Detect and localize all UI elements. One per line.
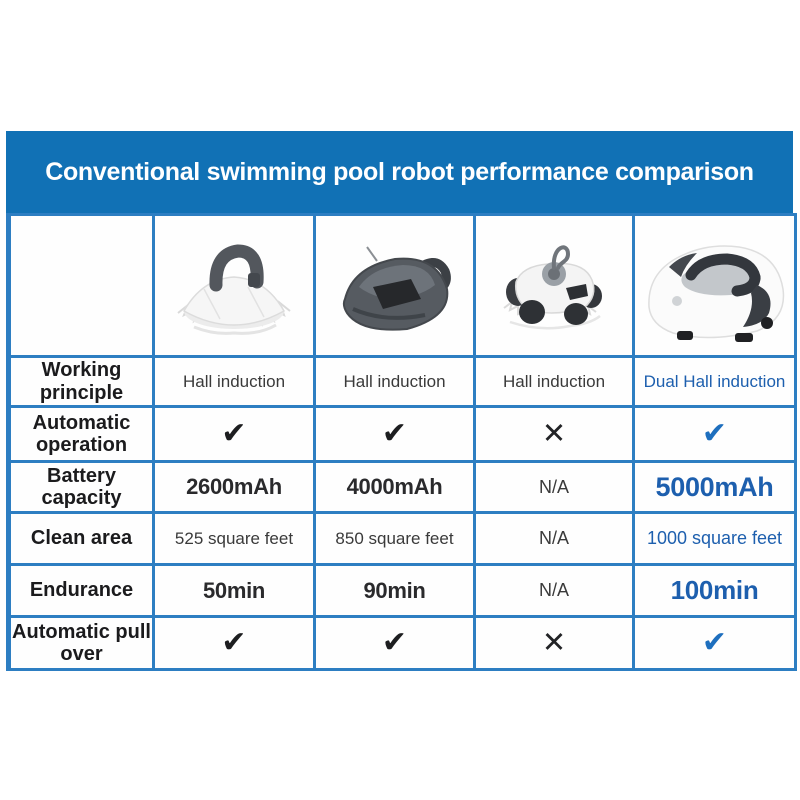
row-label-automatic-operation: Automatic operation	[6, 405, 155, 463]
battery-capacity-product-4: 5000mAh	[632, 460, 797, 514]
check-icon-blue: ✔	[701, 626, 728, 659]
cell-value-highlight: 100min	[670, 575, 759, 605]
product-1-cell	[152, 213, 316, 358]
check-icon: ✔	[221, 417, 247, 450]
battery-capacity-product-1: 2600mAh	[152, 460, 316, 514]
working-principle-row: Working principle Hall induction Hall in…	[6, 355, 797, 408]
working-principle-product-2: Hall induction	[313, 355, 476, 408]
endurance-product-4: 100min	[632, 563, 797, 618]
product-4-cell	[632, 213, 797, 358]
product-2-cell	[313, 213, 476, 358]
row-label-battery-capacity: Battery capacity	[6, 460, 155, 514]
clean-area-product-2: 850 square feet	[313, 511, 476, 566]
automatic-operation-product-1: ✔	[152, 405, 316, 463]
title-banner: Conventional swimming pool robot perform…	[6, 131, 793, 213]
check-icon: ✔	[221, 626, 247, 659]
cell-value: Hall induction	[343, 371, 446, 391]
row-label-clean-area: Clean area	[6, 511, 155, 566]
cell-value: 2600mAh	[186, 474, 282, 499]
automatic-operation-product-3: ✕	[473, 405, 635, 463]
endurance-product-1: 50min	[152, 563, 316, 618]
dark-gray-pool-robot-image	[316, 227, 473, 345]
automatic-operation-product-2: ✔	[313, 405, 476, 463]
battery-capacity-row: Battery capacity 2600mAh 4000mAh N/A 500…	[6, 460, 797, 514]
battery-capacity-product-3: N/A	[473, 460, 635, 514]
check-icon: ✔	[381, 417, 408, 450]
comparison-table: Working principle Hall induction Hall in…	[6, 213, 797, 671]
cell-value: Hall induction	[182, 371, 286, 391]
cell-value: 50min	[202, 577, 266, 603]
cell-value: 4000mAh	[346, 474, 443, 499]
automatic-operation-row: Automatic operation ✔ ✔ ✕ ✔	[6, 405, 797, 463]
cell-value: N/A	[538, 528, 569, 548]
large-white-pool-robot-image	[635, 223, 794, 349]
white-wheeled-pool-robot-image	[476, 230, 632, 342]
endurance-product-2: 90min	[313, 563, 476, 618]
row-label-working-principle: Working principle	[6, 355, 155, 408]
clean-area-row: Clean area 525 square feet 850 square fe…	[6, 511, 797, 566]
cell-value: N/A	[538, 476, 569, 497]
cross-icon: ✕	[541, 626, 567, 659]
cross-icon: ✕	[541, 417, 567, 450]
automatic-operation-product-4: ✔	[632, 405, 797, 463]
working-principle-product-1: Hall induction	[152, 355, 316, 408]
clean-area-product-4: 1000 square feet	[632, 511, 797, 566]
cell-value: 850 square feet	[335, 528, 454, 548]
row-label-automatic-pull-over: Automatic pull over	[6, 615, 155, 671]
cell-value: 90min	[363, 577, 426, 603]
automatic-pull-over-product-1: ✔	[152, 615, 316, 671]
cell-value-highlight: Dual Hall induction	[643, 371, 786, 391]
cell-value: 525 square feet	[174, 528, 294, 548]
working-principle-product-4: Dual Hall induction	[632, 355, 797, 408]
working-principle-product-3: Hall induction	[473, 355, 635, 408]
empty-corner-cell	[6, 213, 155, 358]
automatic-pull-over-row: Automatic pull over ✔ ✔ ✕ ✔	[6, 615, 797, 671]
clean-area-product-1: 525 square feet	[152, 511, 316, 566]
clean-area-product-3: N/A	[473, 511, 635, 566]
row-label-endurance: Endurance	[6, 563, 155, 618]
cell-value: Hall induction	[502, 371, 606, 391]
product-3-cell	[473, 213, 635, 358]
automatic-pull-over-product-4: ✔	[632, 615, 797, 671]
automatic-pull-over-product-3: ✕	[473, 615, 635, 671]
battery-capacity-product-2: 4000mAh	[313, 460, 476, 514]
product-image-row	[6, 213, 797, 358]
white-dome-pool-robot-image	[155, 227, 313, 345]
check-icon: ✔	[381, 626, 408, 659]
cell-value-highlight: 5000mAh	[655, 471, 774, 502]
endurance-product-3: N/A	[473, 563, 635, 618]
cell-value: N/A	[538, 580, 569, 600]
endurance-row: Endurance 50min 90min N/A 100min	[6, 563, 797, 618]
page-title: Conventional swimming pool robot perform…	[45, 157, 754, 186]
cell-value-highlight: 1000 square feet	[646, 528, 783, 548]
automatic-pull-over-product-2: ✔	[313, 615, 476, 671]
check-icon-blue: ✔	[701, 417, 728, 450]
